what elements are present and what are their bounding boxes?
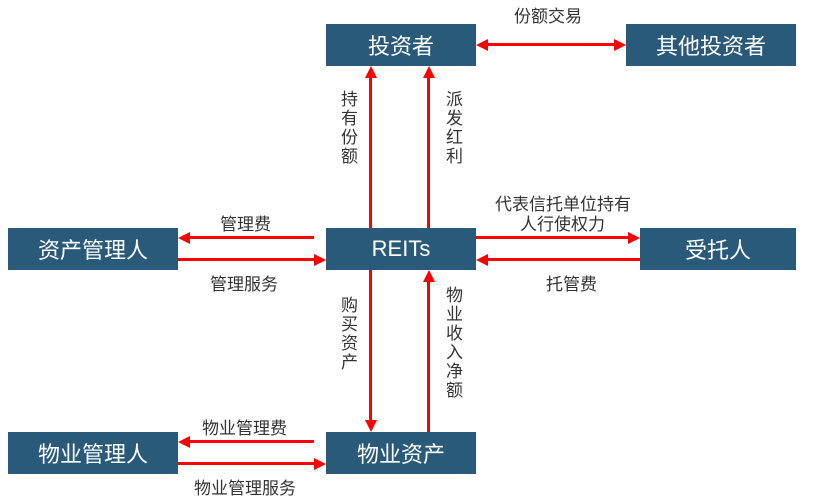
node-property-asset: 物业资产 xyxy=(326,432,476,474)
arrow-head-left-icon xyxy=(476,39,488,51)
arrow-head-up-icon xyxy=(365,66,377,78)
arrow-head-left-icon xyxy=(178,436,190,448)
edge-mgmt-fee xyxy=(190,236,314,239)
arrow-head-up-icon xyxy=(423,66,435,78)
edge-hold-share xyxy=(369,78,372,228)
label-prop-mgmt-service: 物业管理服务 xyxy=(194,474,296,499)
edge-net-income xyxy=(427,282,430,432)
arrow-head-right-icon xyxy=(628,232,640,244)
arrow-head-left-icon xyxy=(476,254,488,266)
label-net-income: 物业收入净额 xyxy=(440,286,465,400)
label-hold-share: 持有份额 xyxy=(335,90,360,166)
edge-trust-rep xyxy=(476,236,628,239)
label-custody-fee: 托管费 xyxy=(546,270,597,295)
label-prop-mgmt-fee: 物业管理费 xyxy=(202,414,287,439)
edge-custody-fee xyxy=(488,258,640,261)
arrow-head-left-icon xyxy=(178,232,190,244)
label-buy-asset: 购买资产 xyxy=(335,296,360,372)
edge-prop-mgmt-service xyxy=(178,462,314,465)
arrow-head-up-icon xyxy=(423,270,435,282)
arrow-head-right-icon xyxy=(614,39,626,51)
arrow-head-down-icon xyxy=(365,420,377,432)
edge-mgmt-service xyxy=(178,258,314,261)
edge-share-trade xyxy=(488,43,614,46)
label-share-trade: 份额交易 xyxy=(514,2,582,27)
node-property-manager: 物业管理人 xyxy=(8,432,178,474)
label-mgmt-fee: 管理费 xyxy=(220,210,271,235)
edge-prop-mgmt-fee xyxy=(190,440,314,443)
arrow-head-right-icon xyxy=(314,254,326,266)
arrow-head-right-icon xyxy=(314,458,326,470)
label-trust-rep2: 人行使权力 xyxy=(520,210,605,235)
label-mgmt-service: 管理服务 xyxy=(210,270,278,295)
node-asset-manager: 资产管理人 xyxy=(8,228,178,270)
node-reits: REITs xyxy=(326,228,476,270)
node-trustee: 受托人 xyxy=(640,228,796,270)
node-investor: 投资者 xyxy=(326,24,476,66)
label-dividend: 派发红利 xyxy=(440,90,465,166)
node-other-investor: 其他投资者 xyxy=(626,24,796,66)
edge-dividend xyxy=(427,78,430,228)
edge-buy-asset xyxy=(369,270,372,420)
